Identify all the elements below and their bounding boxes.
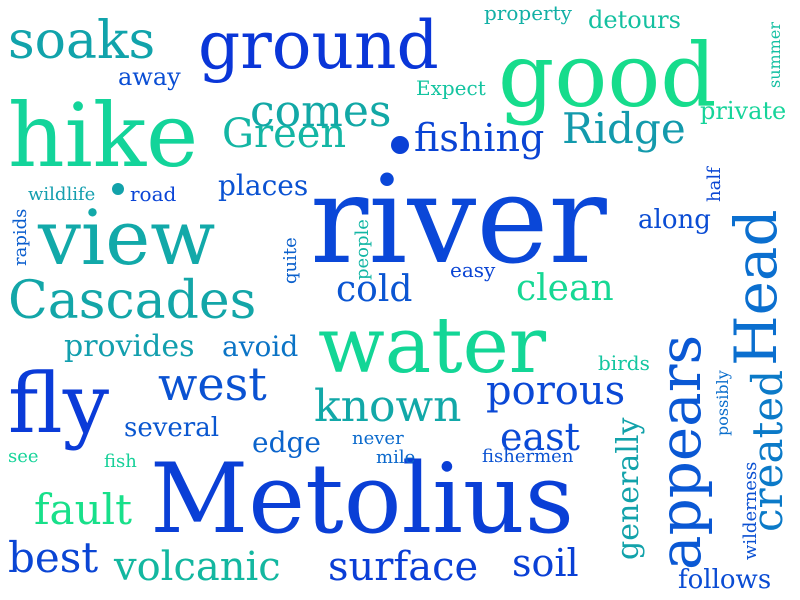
word-soaks: soaks [8,11,155,71]
word-birds: birds [598,351,650,375]
word-east: east [500,415,580,459]
word-water: water [318,301,547,391]
word-cold: cold [336,269,412,310]
word-possibly: possibly [713,370,732,436]
word-follows: follows [678,565,771,595]
word-volcanic: volcanic [113,544,281,590]
word-river: river [310,149,607,291]
word-porous: porous [486,368,625,414]
dot-mark [391,136,409,154]
word-clean: clean [516,268,614,309]
word-fly: fly [8,357,110,452]
word-fishermen: fishermen [482,446,574,467]
word-see: see [8,446,39,467]
word-created: created [743,370,792,532]
word-known: known [314,381,462,432]
word-summer: summer [765,22,784,88]
word-several: several [124,413,219,443]
word-fishing: fishing [414,116,544,160]
word-expect: Expect [416,76,486,100]
dot-mark [112,183,124,195]
word-half: half [704,166,725,202]
word-generally: generally [611,418,646,560]
word-never: never [352,428,404,449]
word-comes: comes [250,86,391,137]
word-fault: fault [34,485,132,534]
word-cascades: Cascades [8,271,256,331]
word-private: private [700,97,786,125]
word-property: property [484,1,573,25]
word-wildlife: wildlife [28,184,95,205]
word-mile: mile [376,447,415,468]
word-places: places [218,169,308,202]
word-ground: ground [198,7,439,84]
word-edge: edge [252,426,321,459]
word-metolius: Metolius [150,443,574,555]
word-detours: detours [588,6,681,34]
word-hike: hike [8,84,198,187]
word-away: away [118,63,181,91]
word-view: view [37,193,215,282]
word-appears: appears [646,335,714,570]
word-ridge: Ridge [562,104,686,153]
word-along: along [638,205,711,235]
word-road: road [130,182,177,206]
word-surface: surface [328,544,478,590]
word-avoid: avoid [222,330,298,363]
word-easy: easy [450,258,496,282]
word-quite: quite [280,237,301,284]
word-head: Head [722,209,790,366]
word-fish: fish [104,451,137,472]
word-wilderness: wilderness [740,462,761,560]
word-green: Green [222,111,346,157]
word-people: people [352,219,373,280]
word-provides: provides [64,329,195,364]
word-west: west [158,357,267,411]
word-rapids: rapids [10,209,31,266]
word-good: good [498,24,717,127]
word-best: best [8,533,98,582]
word-soil: soil [512,541,579,585]
